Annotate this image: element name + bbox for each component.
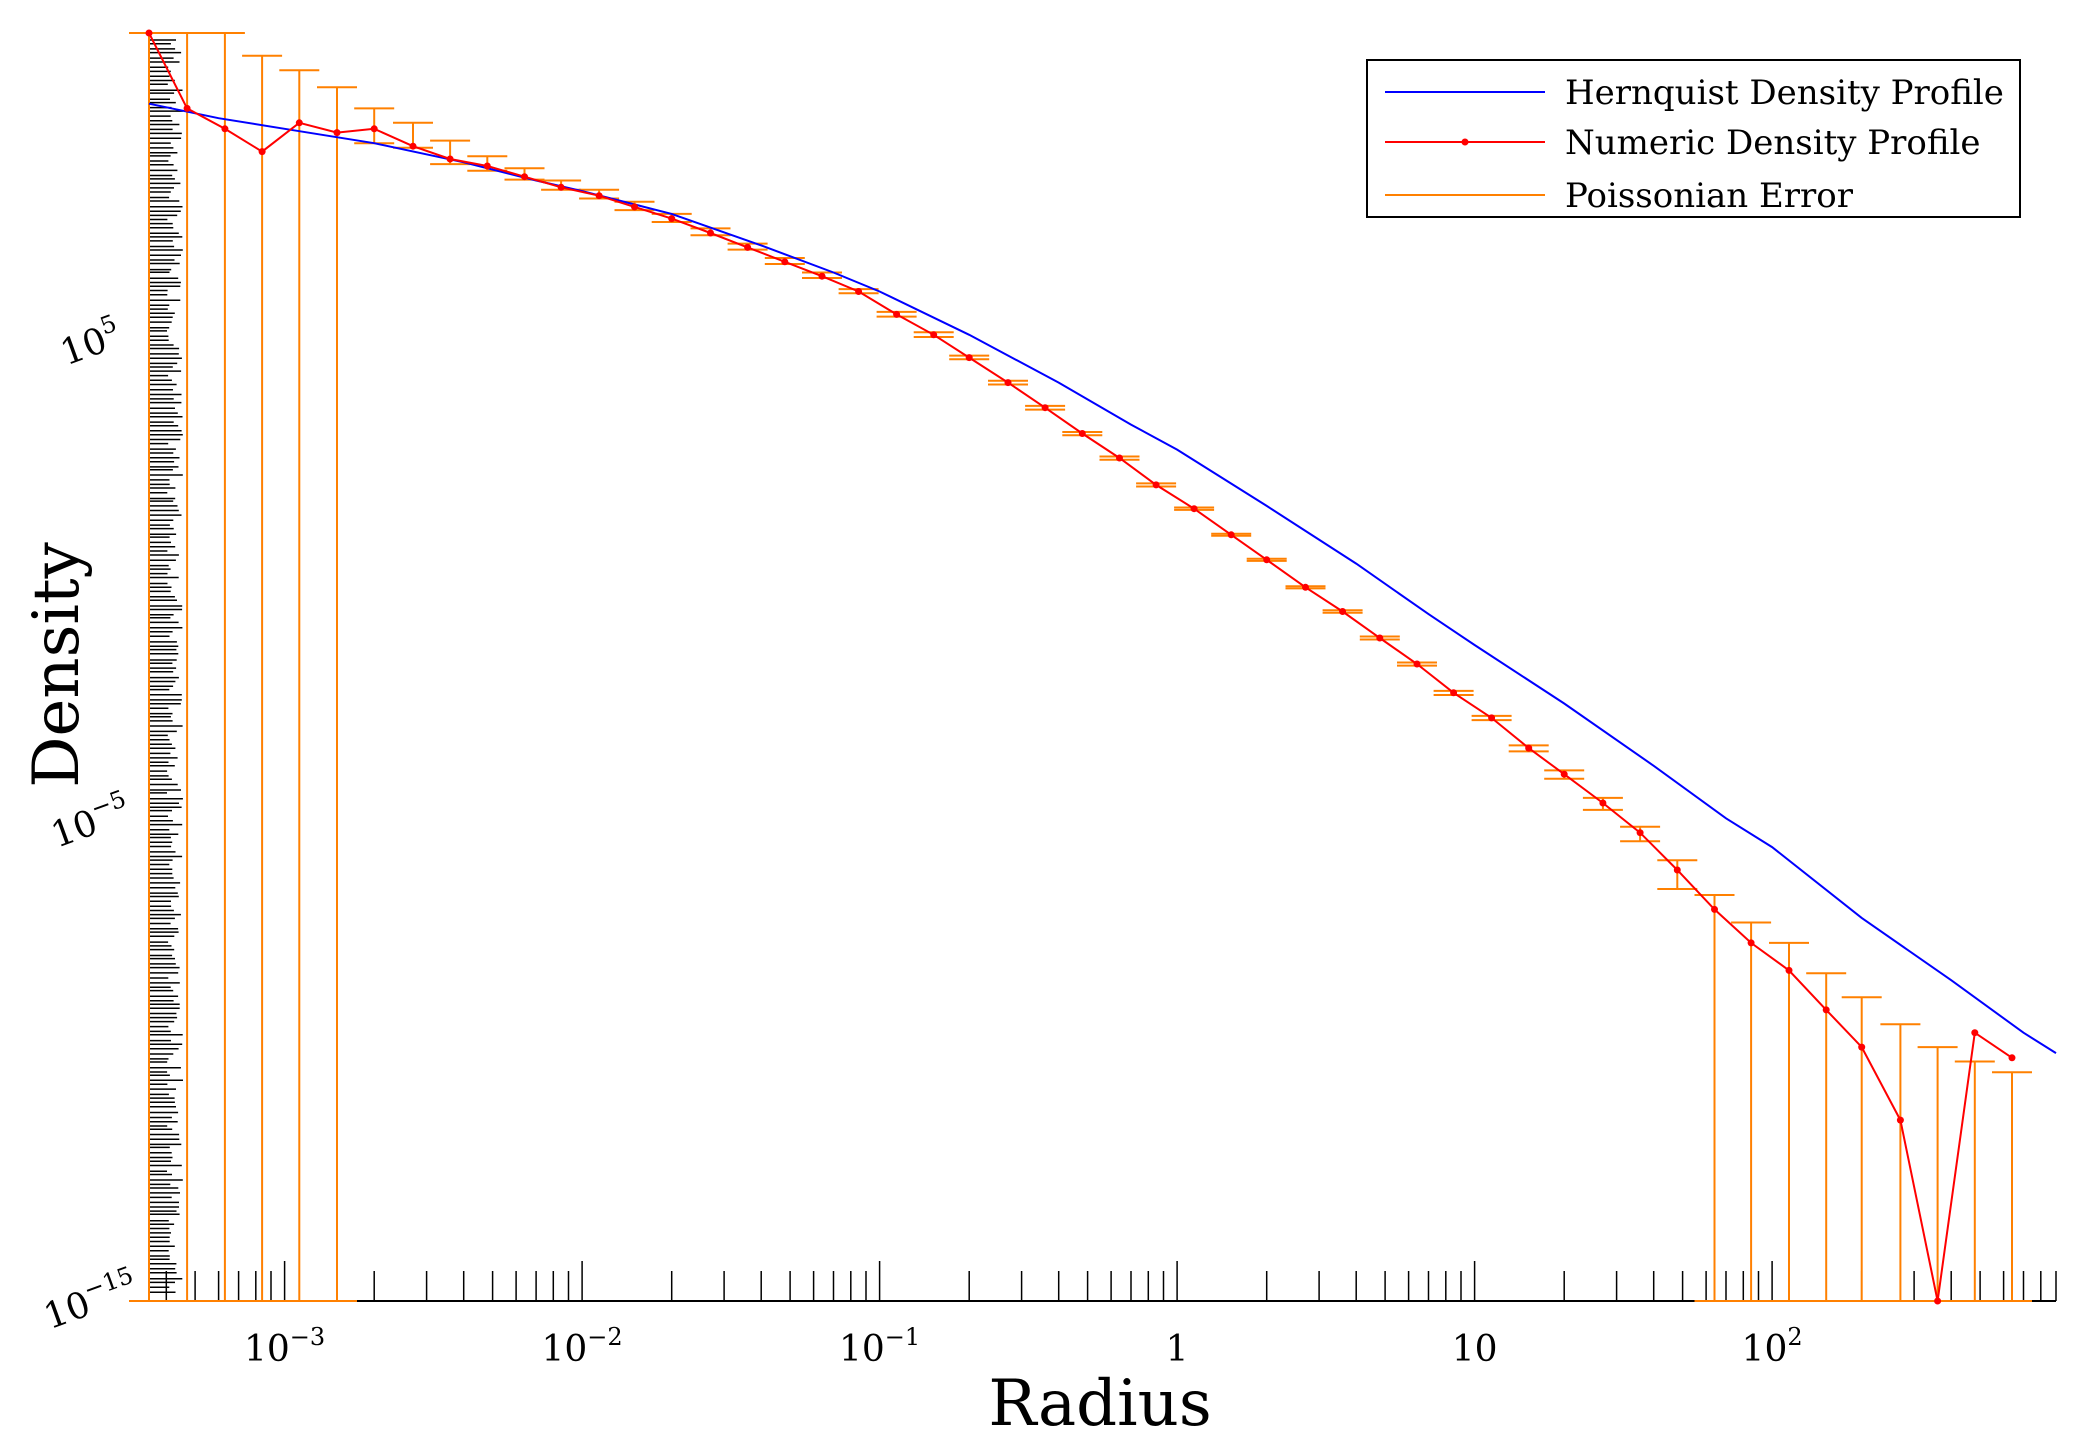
x-tick-label: 102 <box>1742 1323 1803 1370</box>
numeric-point <box>1488 714 1496 722</box>
numeric-point <box>1302 583 1309 591</box>
legend-swatch-numeric-marker <box>1461 138 1469 146</box>
numeric-line <box>148 32 2013 1302</box>
numeric-point <box>295 119 303 127</box>
x-axis-title: Radius <box>988 1367 1211 1440</box>
legend: Hernquist Density Profile Numeric Densit… <box>1366 59 2021 218</box>
numeric-point <box>145 29 153 37</box>
numeric-point <box>855 288 863 295</box>
numeric-point <box>781 258 789 266</box>
error-bars <box>129 32 2032 1302</box>
numeric-point <box>1078 430 1086 437</box>
numeric-point <box>668 215 676 223</box>
numeric-point <box>930 331 938 339</box>
y-tick-label: 10−15 <box>37 1261 144 1338</box>
numeric-point <box>1747 939 1755 947</box>
y-tick-label: 10−5 <box>44 785 136 857</box>
numeric-point <box>1711 905 1718 913</box>
numeric-point <box>446 155 454 163</box>
numeric-point <box>1116 454 1123 462</box>
numeric-point <box>1858 1043 1866 1051</box>
numeric-point <box>221 125 229 133</box>
numeric-point <box>1450 689 1458 697</box>
numeric-point <box>1041 404 1049 412</box>
numeric-point <box>744 243 752 251</box>
numeric-point <box>333 129 341 137</box>
series-lines <box>145 29 2057 1305</box>
legend-label-numeric: Numeric Density Profile <box>1565 123 1981 163</box>
numeric-point <box>1263 556 1271 564</box>
x-tick-label: 10−1 <box>839 1323 920 1370</box>
legend-box <box>1366 59 2021 218</box>
x-tick-label: 1 <box>1166 1329 1189 1370</box>
numeric-point <box>1376 634 1384 642</box>
numeric-point <box>1673 866 1681 874</box>
hernquist-line <box>148 102 2057 1054</box>
numeric-point <box>409 142 417 150</box>
tick-labels: 10−3 10−2 10−1 1 10 102 105 10−5 10−15 <box>37 309 1803 1370</box>
numeric-point <box>1190 505 1198 513</box>
numeric-point <box>1525 744 1533 752</box>
numeric-point <box>2008 1054 2016 1062</box>
x-tick-label: 10−2 <box>541 1323 622 1370</box>
numeric-point <box>1785 966 1793 974</box>
numeric-point <box>1822 1006 1830 1014</box>
numeric-point <box>521 173 528 181</box>
numeric-point <box>483 162 491 170</box>
numeric-point <box>557 183 565 191</box>
numeric-point <box>1971 1029 1979 1037</box>
rug-marks <box>149 39 2057 1301</box>
numeric-point <box>370 125 378 133</box>
legend-label-hernquist: Hernquist Density Profile <box>1565 73 2004 113</box>
numeric-point <box>183 104 191 112</box>
x-tick-label: 10−3 <box>244 1323 325 1370</box>
numeric-point <box>965 354 973 362</box>
numeric-point <box>1152 481 1160 489</box>
y-tick-label: 105 <box>53 309 126 374</box>
numeric-point <box>1934 1297 1942 1305</box>
numeric-point <box>1599 799 1607 807</box>
numeric-point <box>1560 770 1568 778</box>
numeric-point <box>707 229 714 237</box>
legend-label-error: Poissonian Error <box>1565 176 1854 216</box>
axes <box>148 33 2056 1302</box>
axis-titles: Radius Density <box>20 542 1212 1441</box>
numeric-point <box>1227 531 1235 539</box>
y-axis-title: Density <box>20 542 94 788</box>
numeric-point <box>595 192 603 200</box>
numeric-point <box>818 272 826 280</box>
numeric-point <box>1896 1116 1904 1124</box>
numeric-point <box>893 310 901 318</box>
numeric-point <box>631 203 638 211</box>
x-tick-label: 10 <box>1452 1329 1498 1370</box>
numeric-point <box>258 148 266 156</box>
numeric-point <box>1339 608 1347 615</box>
numeric-point <box>1004 379 1012 387</box>
numeric-point <box>1413 660 1421 668</box>
numeric-point <box>1636 829 1644 837</box>
